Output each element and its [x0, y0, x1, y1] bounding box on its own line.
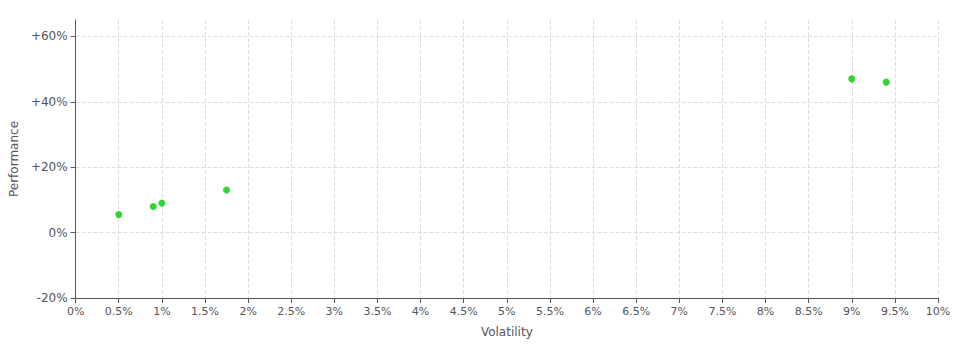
- svg-text:2.5%: 2.5%: [277, 305, 305, 318]
- svg-text:1%: 1%: [153, 305, 170, 318]
- svg-text:0.5%: 0.5%: [105, 305, 133, 318]
- svg-text:3%: 3%: [326, 305, 343, 318]
- svg-text:9.5%: 9.5%: [881, 305, 909, 318]
- svg-text:0%: 0%: [49, 226, 68, 240]
- svg-text:-20%: -20%: [37, 291, 68, 305]
- svg-text:7.5%: 7.5%: [708, 305, 736, 318]
- svg-text:0%: 0%: [67, 305, 84, 318]
- svg-text:8.5%: 8.5%: [795, 305, 823, 318]
- svg-text:9%: 9%: [843, 305, 860, 318]
- svg-text:5%: 5%: [498, 305, 515, 318]
- svg-text:10%: 10%: [926, 305, 950, 318]
- svg-text:+60%: +60%: [31, 29, 68, 43]
- svg-text:6.5%: 6.5%: [622, 305, 650, 318]
- svg-text:Performance: Performance: [7, 121, 21, 197]
- svg-text:5.5%: 5.5%: [536, 305, 564, 318]
- svg-text:7%: 7%: [671, 305, 688, 318]
- svg-text:8%: 8%: [757, 305, 774, 318]
- svg-text:4%: 4%: [412, 305, 429, 318]
- svg-text:+20%: +20%: [31, 160, 68, 174]
- svg-text:+40%: +40%: [31, 95, 68, 109]
- svg-text:1.5%: 1.5%: [191, 305, 219, 318]
- svg-text:3.5%: 3.5%: [363, 305, 391, 318]
- svg-text:6%: 6%: [584, 305, 601, 318]
- svg-text:Volatility: Volatility: [481, 325, 533, 339]
- svg-text:4.5%: 4.5%: [450, 305, 478, 318]
- svg-text:2%: 2%: [239, 305, 256, 318]
